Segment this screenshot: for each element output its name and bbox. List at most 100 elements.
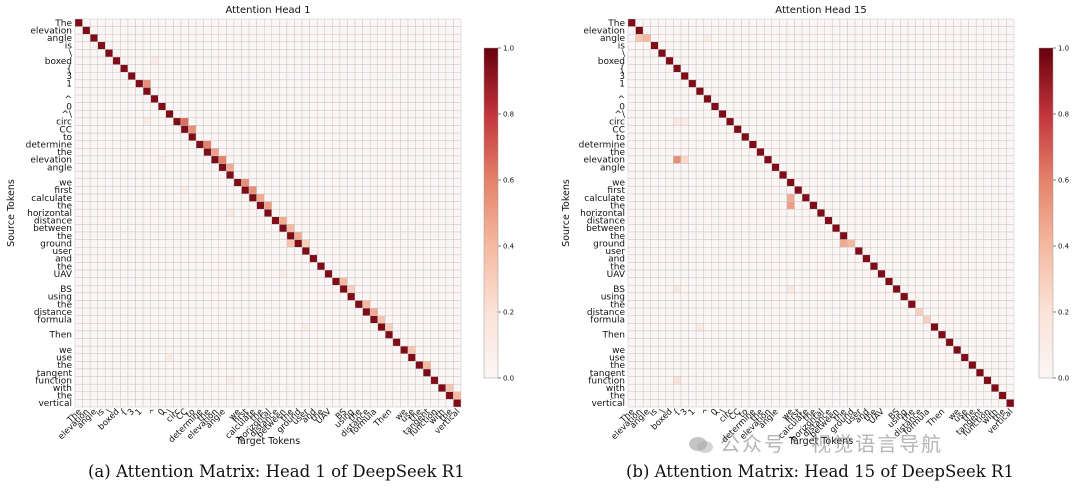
heatmap-cell [407,64,416,73]
heatmap-cell [839,201,848,210]
heatmap-cell [112,330,121,339]
heatmap-cell [809,117,818,126]
heatmap-cell [150,231,159,240]
heatmap-cell [97,247,106,256]
heatmap-cell [158,170,167,179]
heatmap-cell [794,277,803,286]
heatmap-cell [271,345,280,354]
heatmap-cell [892,110,901,119]
heatmap-cell [960,64,969,73]
heatmap-cell [339,186,348,195]
heatmap-cell [377,399,386,408]
heatmap-cell [779,178,788,187]
heatmap-cell [89,353,98,362]
heatmap-cell [953,307,962,316]
heatmap-cell [377,193,386,202]
heatmap-cell [779,79,788,88]
heatmap-cell [112,353,121,362]
heatmap-cell [203,269,212,278]
heatmap-cell [983,292,992,301]
heatmap-cell [915,110,924,119]
heatmap-cell [377,102,386,111]
heatmap-cell [407,72,416,81]
heatmap-cell [445,170,454,179]
heatmap-cell [673,307,682,316]
heatmap-cell [347,376,356,385]
heatmap-cell [203,132,212,141]
heatmap-cell [771,148,780,157]
heatmap-cell [142,41,151,50]
heatmap-cell [369,376,378,385]
heatmap-cell [316,186,325,195]
y-tick-label: \ [69,49,73,59]
heatmap-cell [316,163,325,172]
heatmap-cell [407,399,416,408]
y-tick-label: first [54,186,72,196]
heatmap-cell [748,33,757,43]
heatmap-cell [998,87,1007,96]
heatmap-cell [711,155,720,164]
heatmap-cell [756,231,765,240]
heatmap-cell [642,277,651,286]
heatmap-cell [385,285,394,294]
heatmap-cell [422,41,431,50]
heatmap-cell [953,338,962,347]
heatmap-cell [97,155,106,164]
heatmap-cell [779,231,788,240]
heatmap-cell [854,254,863,263]
heatmap-cell [635,155,644,164]
heatmap-cell [756,315,765,324]
heatmap-cell [392,140,401,149]
heatmap-cell [680,56,689,65]
heatmap-cell [650,323,659,332]
heatmap-cell [968,262,977,271]
heatmap-cell [968,315,977,324]
heatmap-cell [438,338,447,347]
heatmap-cell [211,391,220,400]
heatmap-cell [665,247,674,256]
heatmap-cell [430,208,439,218]
heatmap-cell [688,110,697,119]
heatmap-cell [241,193,250,202]
heatmap-cell [922,345,931,354]
heatmap-cell [658,353,667,362]
heatmap-cell [112,148,121,157]
heatmap-cell [362,41,371,50]
heatmap-cell [105,18,114,27]
heatmap-cell [869,79,878,88]
heatmap-cell [332,33,341,43]
heatmap-cell [627,117,636,126]
heatmap-cell [415,262,424,271]
heatmap-cell [665,208,674,218]
heatmap-cell [233,18,242,27]
heatmap-cell [718,193,727,202]
heatmap-cell [97,315,106,324]
heatmap-cell [680,345,689,354]
heatmap-cell [294,254,303,263]
heatmap-cell [218,383,227,393]
heatmap-cell [938,345,947,354]
heatmap-cell [74,79,83,88]
heatmap-cell [862,41,871,50]
heatmap-cell [983,239,992,248]
heatmap-cell [695,148,704,157]
heatmap-cell [650,132,659,141]
y-tick-label: elevation [30,26,72,36]
heatmap-cell [301,307,310,316]
heatmap-cell [241,41,250,50]
heatmap-cell [801,49,810,58]
heatmap-cell [430,345,439,354]
heatmap-cell [688,323,697,332]
heatmap-cell [256,178,265,187]
heatmap-cell [991,323,1000,332]
heatmap-cell [756,163,765,172]
heatmap-cell [922,292,931,301]
heatmap-cell [354,300,363,309]
heatmap-cell [233,231,242,240]
heatmap-cell [415,94,424,103]
heatmap-cell [135,383,144,393]
heatmap-cell [733,262,742,271]
heatmap-cell [453,368,462,377]
heatmap-cell [339,330,348,339]
heatmap-cell [158,262,167,271]
